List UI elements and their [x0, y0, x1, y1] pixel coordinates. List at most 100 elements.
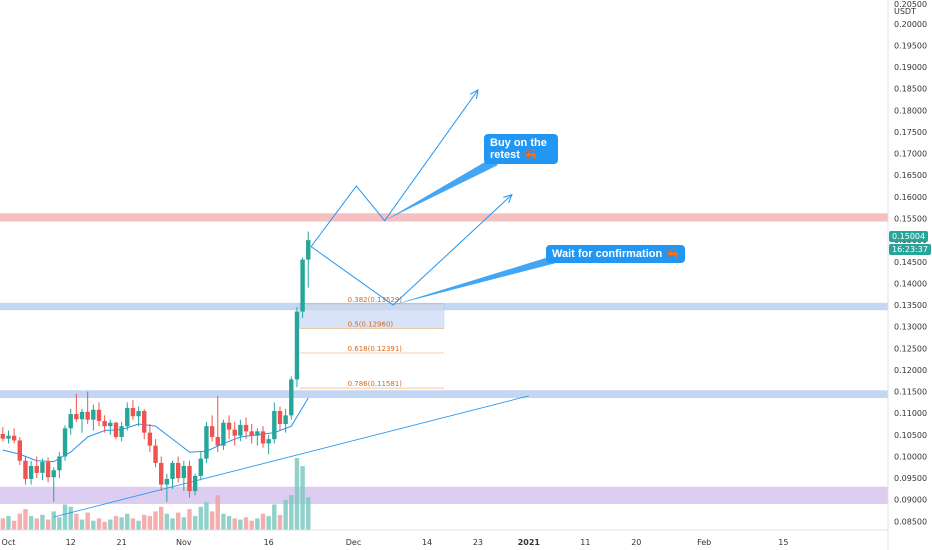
fib-level-label: 0.382(0.13529) — [348, 296, 403, 304]
candle-body — [45, 462, 51, 478]
candle-body — [119, 426, 124, 437]
candle-body — [260, 431, 266, 444]
volume-bar — [62, 504, 68, 530]
candle-body — [249, 431, 254, 436]
volume-bar — [277, 514, 283, 530]
x-tick-label: 15 — [778, 538, 788, 547]
candle-body — [147, 432, 153, 446]
candle-body — [277, 411, 283, 424]
candle-body — [283, 415, 288, 424]
volume-bar — [51, 511, 56, 530]
volume-bar — [226, 516, 232, 530]
y-tick-label: 0.20000 — [894, 20, 927, 29]
volume-bar — [249, 520, 254, 530]
volume-bar — [23, 509, 28, 530]
volume-bar — [136, 520, 141, 530]
volume-bar — [130, 518, 136, 530]
candle-body — [0, 433, 6, 439]
candle-body — [175, 462, 181, 479]
candle-body — [158, 462, 164, 485]
candle-body — [57, 456, 62, 471]
y-tick-label: 0.16500 — [894, 171, 927, 180]
projection-path-0 — [310, 89, 479, 247]
x-tick-label: 12 — [66, 538, 76, 547]
y-tick-label: 0.15500 — [894, 214, 927, 223]
candle-body — [102, 420, 107, 427]
candle-body — [204, 426, 209, 459]
x-tick-label: Oct — [2, 538, 16, 547]
volume-bar — [175, 512, 181, 530]
y-tick-label: 0.09500 — [894, 474, 927, 483]
y-tick-label: 0.13500 — [894, 301, 927, 310]
volume-bar — [272, 504, 277, 530]
currency-label: USDT — [894, 7, 916, 16]
y-tick-label: 0.14000 — [894, 279, 927, 288]
x-tick-label: Feb — [697, 538, 711, 547]
candle-body — [226, 422, 232, 430]
candle-body — [192, 475, 198, 492]
candle-body — [74, 414, 79, 420]
volume-bar — [85, 512, 90, 530]
volume-bar — [45, 519, 51, 530]
projection-arrowhead — [469, 89, 479, 99]
y-tick-label: 0.11500 — [894, 388, 927, 397]
volume-bar — [119, 517, 124, 530]
candle-body — [164, 478, 170, 485]
fib-level-label: 0.618(0.12391) — [348, 345, 403, 353]
x-tick-label: Dec — [346, 538, 361, 547]
candle-body — [289, 379, 294, 416]
volume-bar — [125, 513, 130, 530]
volume-bar — [283, 499, 288, 530]
volume-bar — [204, 502, 209, 530]
candle-body — [221, 422, 226, 446]
candle-body — [11, 435, 17, 441]
candle-body — [198, 458, 203, 476]
volume-bar — [192, 516, 198, 530]
y-tick-label: 0.10000 — [894, 452, 927, 461]
candle-body — [62, 428, 68, 457]
volume-bar — [153, 511, 158, 530]
y-tick-label-top: 0.20500 — [894, 0, 927, 9]
x-tick-label: Nov — [176, 538, 192, 547]
volume-bar — [306, 497, 311, 530]
volume-bar — [294, 458, 300, 530]
candle-body — [181, 465, 187, 479]
volume-bar — [260, 513, 266, 530]
candle-body — [68, 414, 73, 429]
volume-bar — [91, 520, 96, 530]
callout-pointer — [393, 256, 560, 306]
candle-body — [238, 424, 243, 436]
volume-bar — [289, 495, 294, 530]
volume-bar — [102, 521, 107, 530]
candle-body — [34, 465, 39, 473]
y-tick-label: 0.08500 — [894, 517, 927, 526]
volume-bar — [221, 513, 226, 530]
volume-bar — [142, 514, 147, 530]
volume-bar — [209, 511, 215, 530]
candle-body — [79, 411, 85, 420]
volume-bar — [147, 516, 153, 530]
candle-body — [294, 311, 300, 380]
y-tick-label: 0.12000 — [894, 366, 927, 375]
y-tick-label: 0.11000 — [894, 409, 927, 418]
candle-body — [136, 411, 141, 417]
y-tick-label: 0.18000 — [894, 106, 927, 115]
candle-body — [142, 411, 147, 433]
y-tick-label: 0.13000 — [894, 323, 927, 332]
volume-bar — [74, 513, 79, 530]
x-tick-label: 2021 — [518, 538, 541, 547]
candle-body — [300, 259, 305, 312]
y-tick-label: 0.09000 — [894, 496, 927, 505]
y-tick-label: 0.17500 — [894, 128, 927, 137]
zone-resistance-0 — [0, 213, 888, 222]
candle-body — [85, 411, 90, 420]
y-tick-label: 0.12500 — [894, 344, 927, 353]
y-tick-label: 0.16000 — [894, 193, 927, 202]
volume-bar — [164, 513, 170, 530]
volume-bar — [158, 506, 164, 530]
volume-bar — [266, 516, 271, 530]
candle-body — [113, 422, 119, 437]
volume-bar — [198, 506, 203, 530]
y-tick-label: 0.19000 — [894, 63, 927, 72]
